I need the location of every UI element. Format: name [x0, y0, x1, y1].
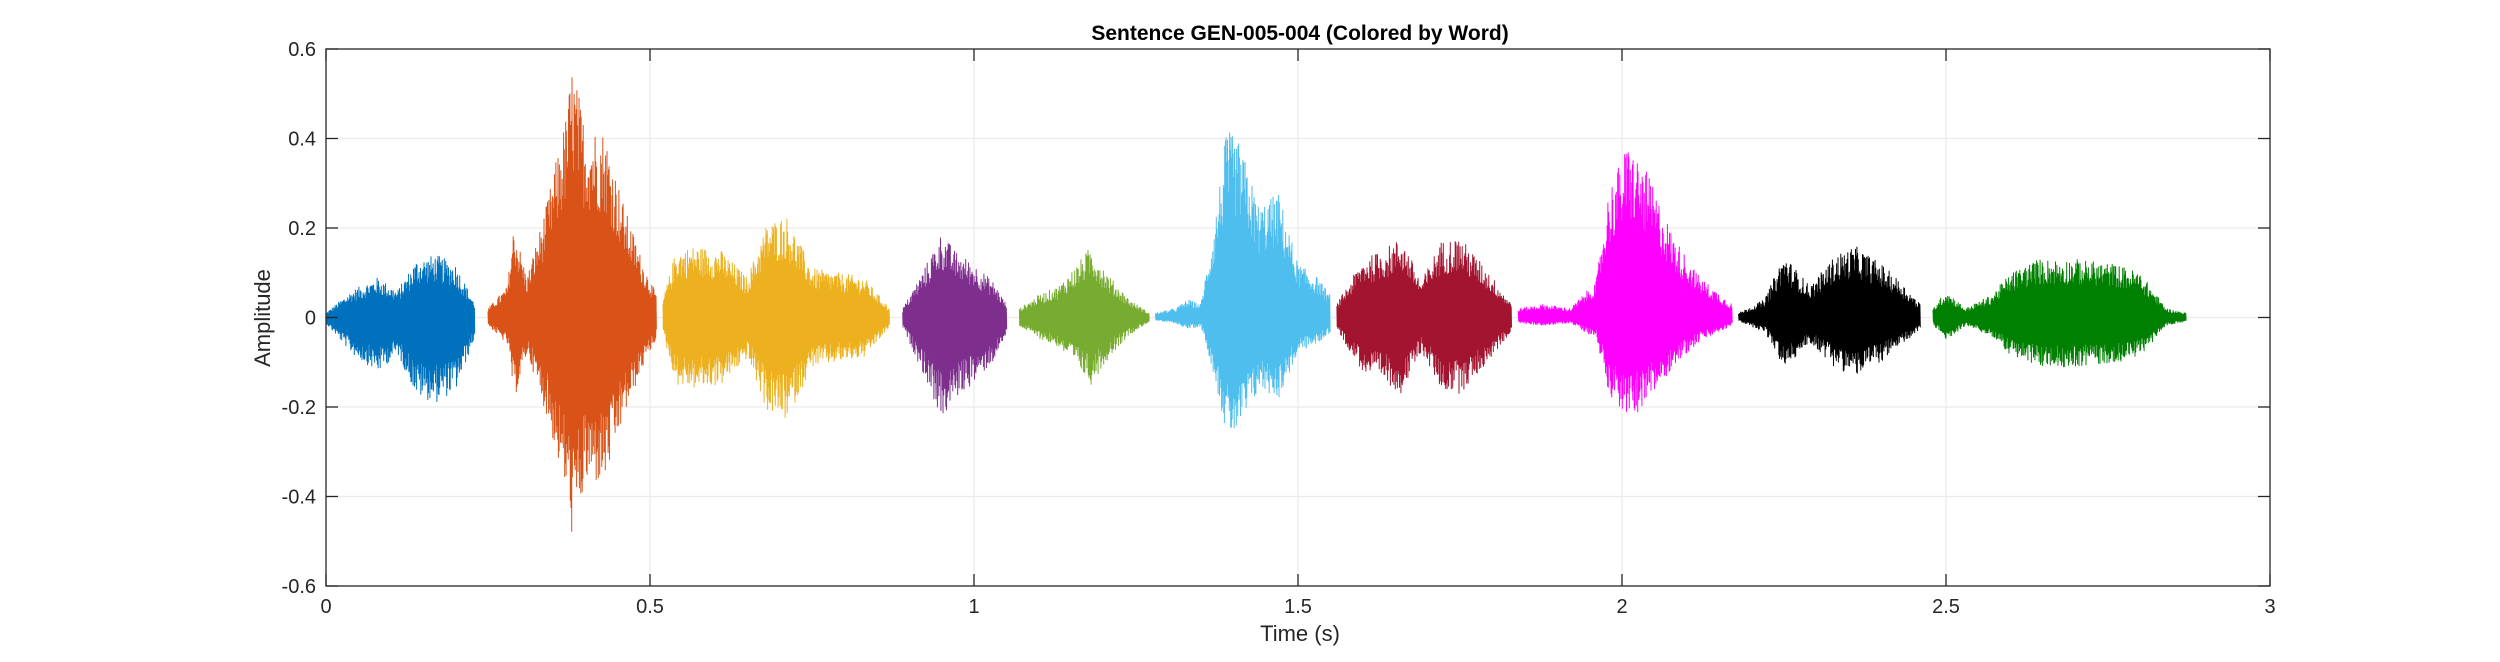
x-tick-label: 2.5 — [1932, 596, 1960, 618]
y-tick-label: -0.4 — [282, 487, 316, 509]
x-tick-label: 2 — [1616, 596, 1627, 618]
y-tick-label: 0.6 — [288, 39, 316, 61]
y-tick-label: 0.2 — [288, 218, 316, 240]
word-segment-3 — [662, 218, 890, 418]
y-tick-label: 0.4 — [288, 129, 316, 151]
word-segment-2 — [487, 77, 657, 532]
y-axis-label: Amplitude — [250, 269, 275, 367]
word-segment-9 — [1738, 246, 1921, 374]
y-tick-label: 0 — [305, 308, 316, 330]
x-axis-ticks: 0 0.5 1 1.5 2 2.5 3 — [320, 49, 2276, 618]
chart-title: Sentence GEN-005-004 (Colored by Word) — [1091, 22, 1508, 45]
waveform-series — [325, 77, 2187, 532]
y-tick-label: -0.2 — [282, 397, 316, 419]
word-segment-8 — [1517, 152, 1733, 413]
x-axis-label: Time (s) — [1260, 621, 1340, 646]
word-segment-6 — [1154, 132, 1331, 429]
x-tick-label: 0.5 — [636, 596, 664, 618]
x-tick-label: 3 — [2264, 596, 2275, 618]
x-tick-label: 1 — [968, 596, 979, 618]
word-segment-10 — [1932, 259, 2187, 368]
y-axis-ticks: 0.6 0.4 0.2 0 -0.2 -0.4 -0.6 — [282, 39, 2270, 598]
word-segment-7 — [1336, 241, 1512, 394]
x-tick-label: 1.5 — [1284, 596, 1312, 618]
word-segment-1 — [325, 255, 476, 402]
y-tick-label: -0.6 — [282, 576, 316, 598]
word-segment-5 — [1018, 249, 1150, 385]
word-segment-4 — [902, 237, 1008, 414]
x-tick-label: 0 — [320, 596, 331, 618]
